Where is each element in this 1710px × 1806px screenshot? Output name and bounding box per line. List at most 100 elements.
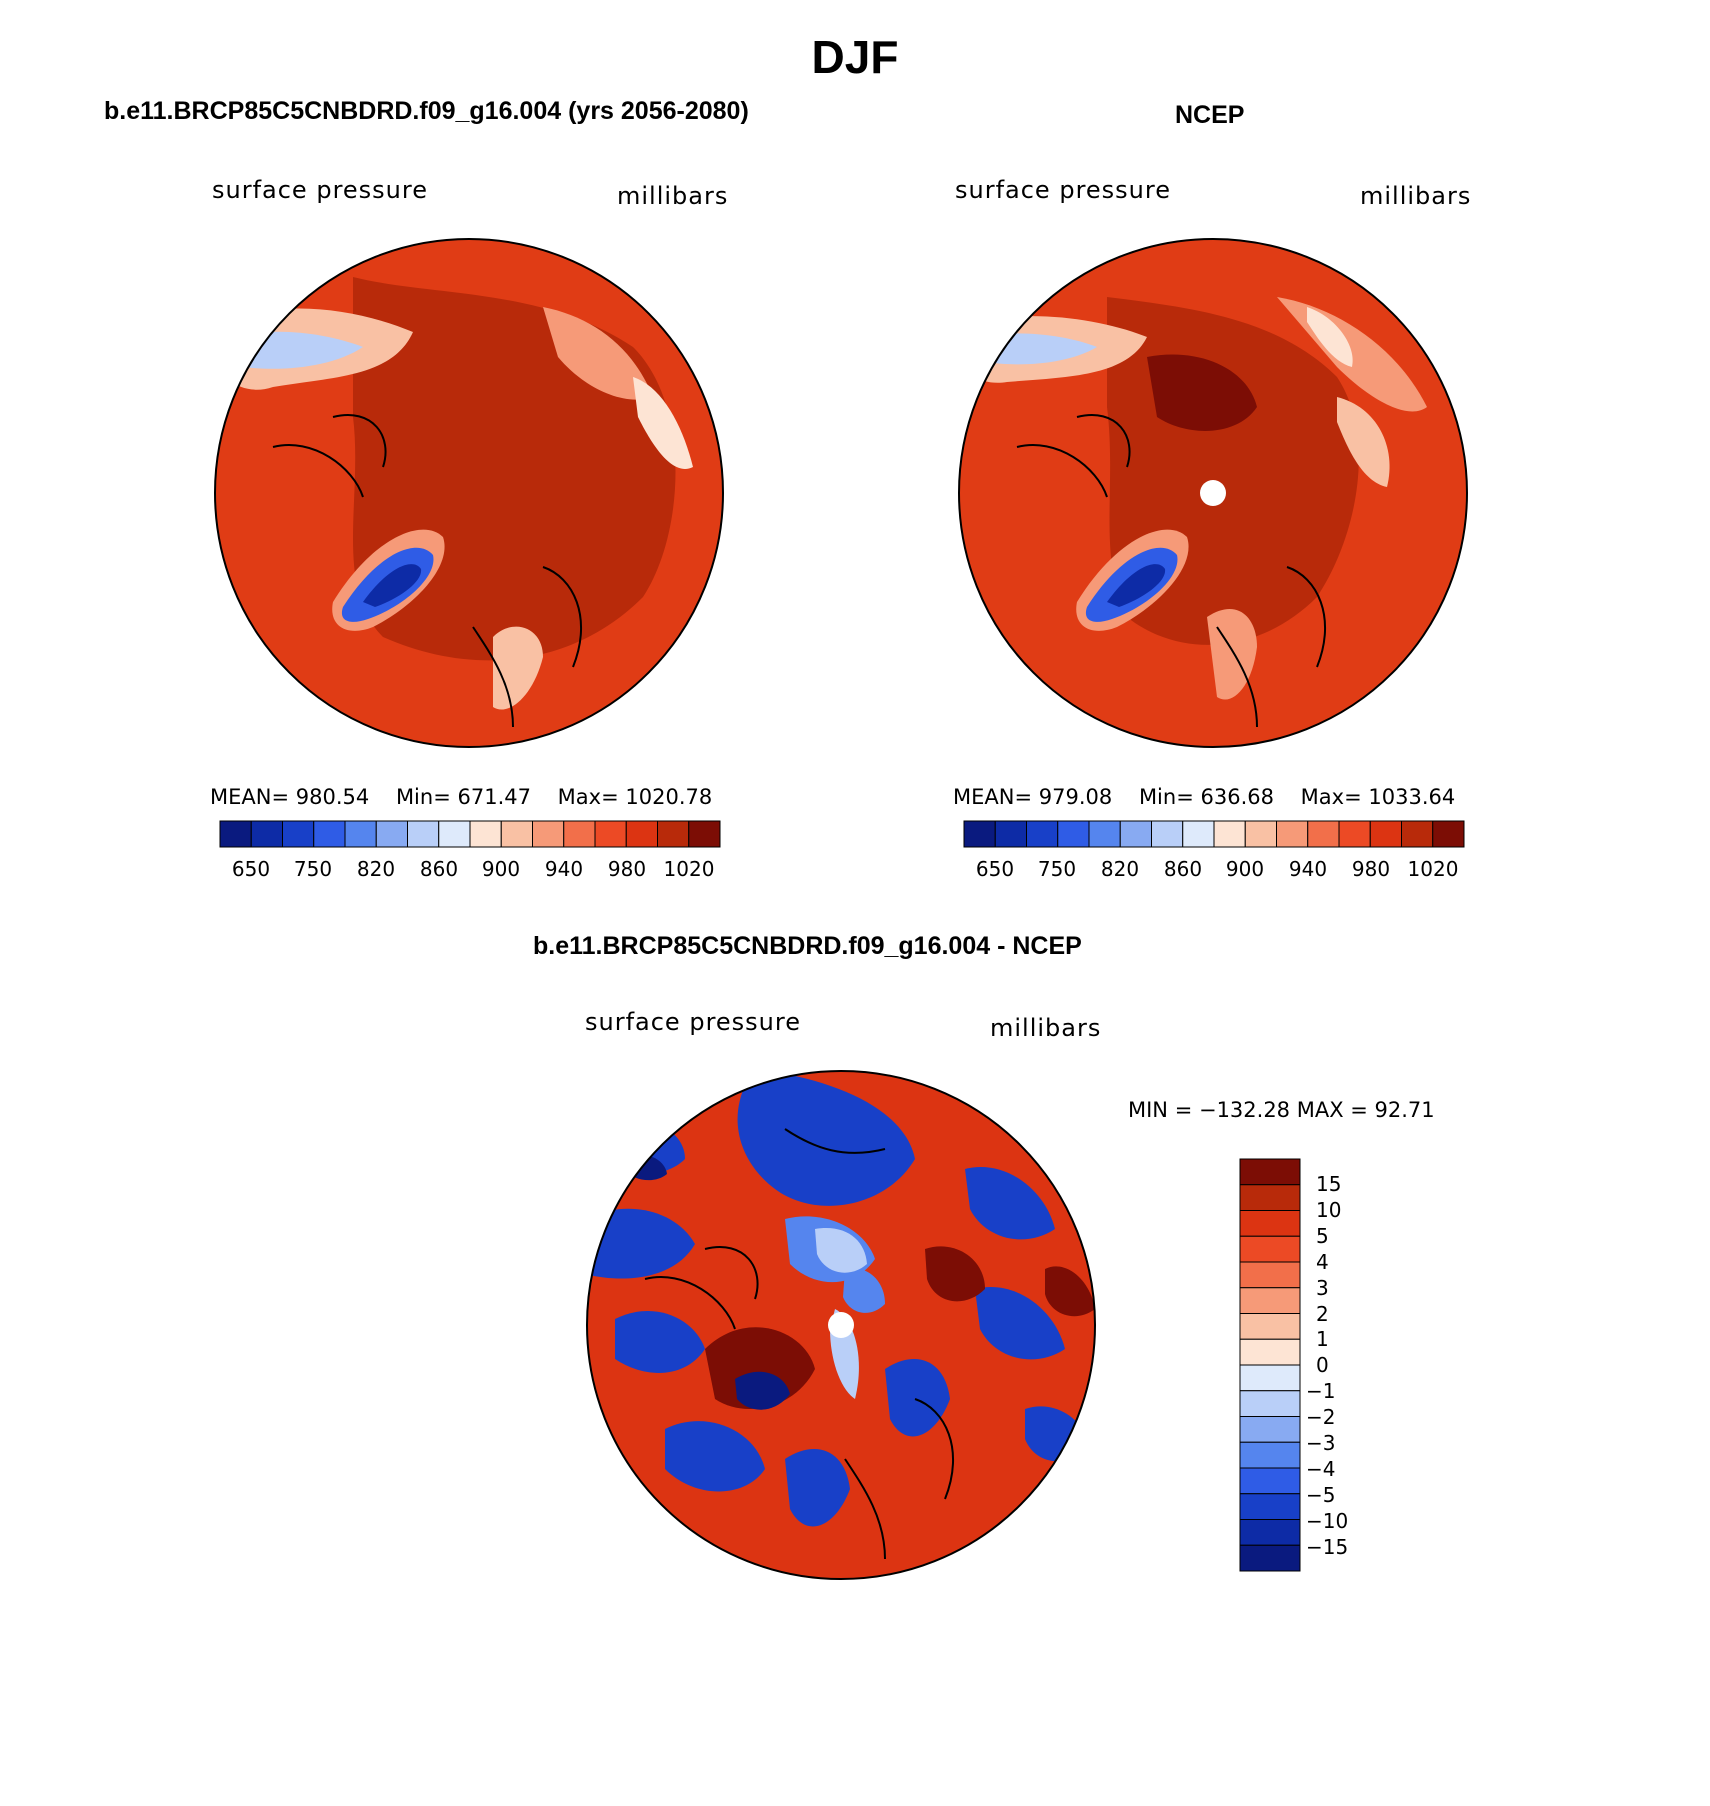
- panel-1-plateau-region-east: [543, 307, 653, 400]
- panel-1-min-value: 671.47: [457, 785, 531, 809]
- colorbar-swatch: [1239, 1467, 1301, 1495]
- colorbar-swatch: [657, 820, 690, 848]
- diff-cb-label: 4: [1316, 1250, 1329, 1274]
- cb2-label: 940: [1288, 857, 1328, 881]
- colorbar-swatch: [219, 820, 252, 848]
- colorbar-swatch: [282, 820, 315, 848]
- panel-2-units-label: millibars: [1360, 182, 1472, 210]
- panel-2-variable-label: surface pressure: [955, 176, 1171, 204]
- diff-cb-label: 15: [1316, 1172, 1342, 1196]
- panel-1-polar-map: [214, 238, 724, 748]
- diff-cb-label: 10: [1316, 1198, 1342, 1222]
- colorbar-swatch: [1057, 820, 1090, 848]
- colorbar-swatch: [1026, 820, 1059, 848]
- colorbar-swatch: [1239, 1519, 1301, 1546]
- panel-1-variable-label: surface pressure: [212, 176, 428, 204]
- panel-1-max-value: 1020.78: [625, 785, 713, 809]
- cb1-label: 940: [544, 857, 584, 881]
- diff-cb-label: −4: [1306, 1457, 1336, 1481]
- diff-units-label: millibars: [990, 1014, 1102, 1042]
- panel-1-colorbar: [219, 820, 721, 848]
- colorbar-swatch: [1401, 820, 1434, 848]
- colorbar-swatch: [1239, 1364, 1301, 1392]
- colorbar-swatch: [1239, 1441, 1301, 1469]
- cb2-label: 980: [1351, 857, 1391, 881]
- colorbar-swatch: [344, 820, 377, 848]
- panel-1-title: b.e11.BRCP85C5CNBDRD.f09_g16.004 (yrs 20…: [104, 97, 749, 125]
- diff-cb-label: 0: [1316, 1353, 1329, 1377]
- diff-cb-label: 5: [1316, 1224, 1329, 1248]
- panel-2-polar-map: [958, 238, 1468, 748]
- colorbar-swatch: [1244, 820, 1277, 848]
- colorbar-swatch: [625, 820, 658, 848]
- cb1-label: 820: [356, 857, 396, 881]
- colorbar-swatch: [1307, 820, 1340, 848]
- cb2-label: 860: [1163, 857, 1203, 881]
- diff-cb-label: 1: [1316, 1327, 1329, 1351]
- colorbar-swatch: [1239, 1493, 1301, 1520]
- cb1-label: 900: [481, 857, 521, 881]
- colorbar-swatch: [1151, 820, 1184, 848]
- panel-2-colorbar: [963, 820, 1465, 848]
- colorbar-swatch: [1338, 820, 1371, 848]
- cb2-label: 900: [1225, 857, 1265, 881]
- diff-cb-label: 3: [1316, 1276, 1329, 1300]
- colorbar-swatch: [1369, 820, 1402, 848]
- colorbar-swatch: [500, 820, 533, 848]
- colorbar-swatch: [1239, 1313, 1301, 1340]
- colorbar-swatch: [563, 820, 596, 848]
- colorbar-swatch: [1239, 1390, 1301, 1417]
- panel-2-mean-value: 979.08: [1038, 785, 1113, 809]
- colorbar-swatch: [1182, 820, 1215, 848]
- colorbar-swatch: [994, 820, 1027, 848]
- panel-2-max-value: 1033.64: [1368, 785, 1456, 809]
- diff-cb-label: −10: [1306, 1509, 1349, 1533]
- colorbar-swatch: [1239, 1544, 1301, 1572]
- colorbar-swatch: [250, 820, 283, 848]
- colorbar-swatch: [469, 820, 502, 848]
- colorbar-swatch: [313, 820, 346, 848]
- colorbar-swatch: [438, 820, 471, 848]
- colorbar-swatch: [1432, 820, 1465, 848]
- panel-1-units-label: millibars: [617, 182, 729, 210]
- colorbar-swatch: [1213, 820, 1246, 848]
- colorbar-swatch: [1239, 1210, 1301, 1237]
- diff-cb-label: −3: [1306, 1431, 1336, 1455]
- diff-minmax: MIN = −132.28 MAX = 92.71: [1128, 1098, 1435, 1122]
- diff-map-boundary: [586, 1070, 1096, 1580]
- cb2-label: 1020: [1407, 857, 1459, 881]
- colorbar-swatch: [1088, 820, 1121, 848]
- diff-pole-hole: [828, 1312, 854, 1338]
- colorbar-swatch: [1239, 1184, 1301, 1211]
- colorbar-swatch: [1239, 1416, 1301, 1443]
- colorbar-swatch: [963, 820, 996, 848]
- panel-1-mean-value: 980.54: [295, 785, 370, 809]
- diff-cb-label: 2: [1316, 1302, 1329, 1326]
- diff-cb-label: −2: [1306, 1405, 1336, 1429]
- colorbar-swatch: [1276, 820, 1309, 848]
- cb1-label: 860: [419, 857, 459, 881]
- cb2-label: 750: [1037, 857, 1077, 881]
- cb1-label: 750: [293, 857, 333, 881]
- diff-cb-label: −5: [1306, 1483, 1336, 1507]
- cb2-label: 820: [1100, 857, 1140, 881]
- colorbar-swatch: [532, 820, 565, 848]
- colorbar-swatch: [375, 820, 408, 848]
- cb1-label: 650: [231, 857, 271, 881]
- panel-1-map-boundary: [214, 238, 724, 748]
- panel-2-min-value: 636.68: [1200, 785, 1274, 809]
- cb2-label: 650: [975, 857, 1015, 881]
- diff-variable-label: surface pressure: [585, 1008, 801, 1036]
- panel-1-coastlines: [272, 414, 582, 728]
- diff-panel-title: b.e11.BRCP85C5CNBDRD.f09_g16.004 - NCEP: [533, 932, 1082, 960]
- panel-2-stats: MEAN= 979.08 Min= 636.68 Max= 1033.64: [953, 785, 1456, 809]
- colorbar-swatch: [1119, 820, 1152, 848]
- colorbar-swatch: [1239, 1261, 1301, 1289]
- panel-2-pole-hole: [1200, 480, 1226, 506]
- colorbar-swatch: [1239, 1338, 1301, 1366]
- cb1-label: 980: [607, 857, 647, 881]
- colorbar-swatch: [1239, 1287, 1301, 1314]
- cb1-label: 1020: [663, 857, 715, 881]
- diff-polar-map: [586, 1070, 1096, 1580]
- diff-cb-label: −1: [1306, 1379, 1336, 1403]
